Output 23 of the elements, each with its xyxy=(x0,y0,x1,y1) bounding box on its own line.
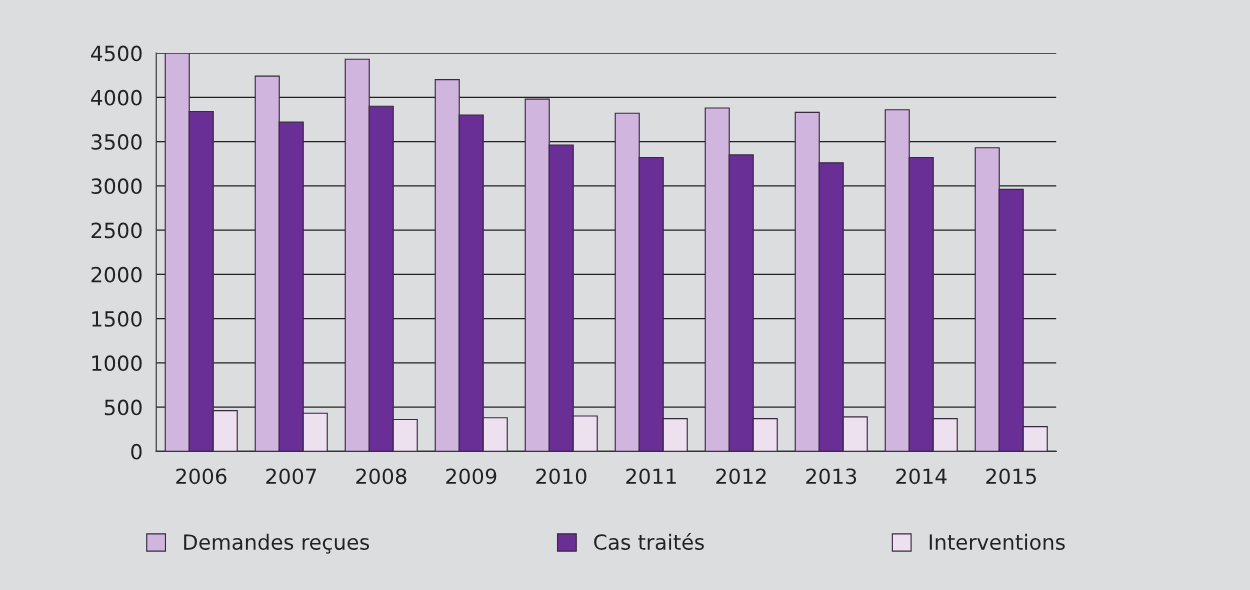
x-tick-label: 2011 xyxy=(626,468,676,485)
y-tick-label: 1500 xyxy=(92,311,142,327)
y-tick-label: 2000 xyxy=(91,266,142,283)
y-tick-label: 3000 xyxy=(91,178,142,195)
y-tick-label: 4500 xyxy=(91,45,142,62)
y-tick-label: 500 xyxy=(104,399,142,416)
y-tick-label: 0 xyxy=(131,443,142,460)
y-tick-label: 2500 xyxy=(91,222,142,239)
x-tick-label: 2006 xyxy=(176,468,227,485)
x-tick-label: 2007 xyxy=(266,468,316,485)
x-tick-label: 2012 xyxy=(716,468,766,485)
x-tick-label: 2009 xyxy=(446,468,497,485)
x-tick-label: 2010 xyxy=(536,468,587,485)
legend-label: Interventions xyxy=(929,533,1065,550)
x-tick-label: 2013 xyxy=(806,468,857,485)
x-tick-label: 2014 xyxy=(896,468,947,485)
legend-label: Cas traités xyxy=(594,532,704,550)
x-tick-label: 2008 xyxy=(356,468,407,485)
y-tick-label: 1000 xyxy=(92,355,142,372)
legend-label: Demandes reçues xyxy=(184,533,369,554)
y-tick-label: 3500 xyxy=(91,134,142,150)
y-tick-label: 4000 xyxy=(91,89,142,106)
x-tick-label: 2015 xyxy=(986,468,1036,485)
